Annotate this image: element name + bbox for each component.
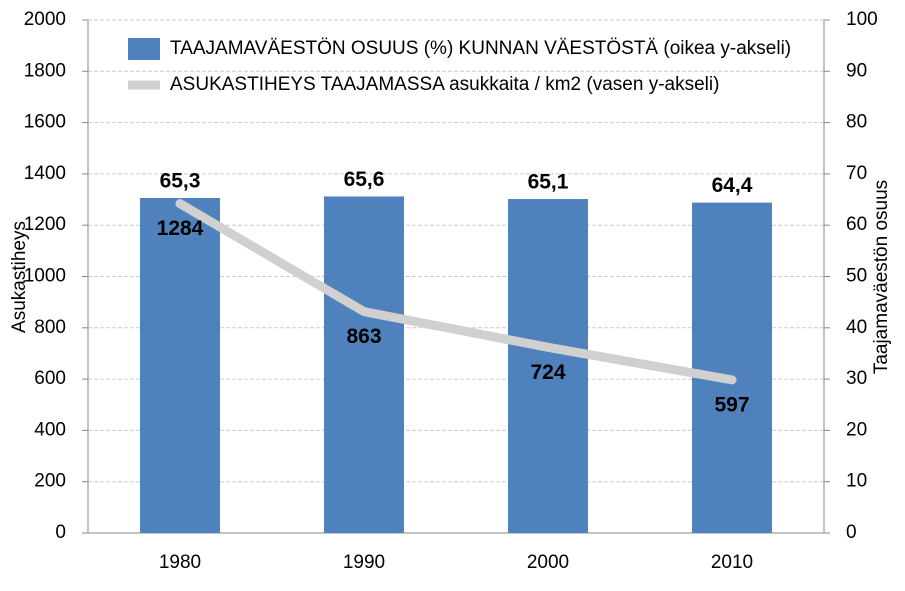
- x-tick-label: 2000: [527, 552, 569, 573]
- line-value-label: 1284: [157, 217, 204, 240]
- y2-tick-label: 100: [846, 9, 878, 30]
- x-tick-label: 1990: [343, 552, 385, 573]
- line: [175, 199, 737, 385]
- legend-swatch: [128, 38, 160, 60]
- y2-tick-label: 80: [846, 112, 867, 133]
- y2-tick-label: 70: [846, 163, 867, 184]
- bar: [324, 196, 404, 534]
- y-tick-label: 1200: [24, 214, 66, 235]
- y2-tick-label: 60: [846, 214, 867, 235]
- x-tick-label: 2010: [711, 552, 753, 573]
- legend-label: ASUKASTIHEYS TAAJAMASSA asukkaita / km2 …: [170, 74, 719, 95]
- legend-label: TAAJAMAVÄESTÖN OSUUS (%) KUNNAN VÄESTÖST…: [170, 38, 791, 59]
- bar-value-label: 64,4: [712, 174, 753, 197]
- y2-tick-label: 40: [846, 317, 867, 338]
- y2-tick-label: 10: [846, 471, 867, 492]
- y2-tick-label: 0: [846, 522, 857, 543]
- y-tick-label: 400: [34, 419, 66, 440]
- y2-tick-label: 50: [846, 266, 867, 287]
- y2-tick-label: 30: [846, 368, 867, 389]
- y-tick-label: 1800: [24, 60, 66, 81]
- y2-axis-title: Taajamaväestön osuus: [871, 180, 892, 374]
- y-tick-label: 200: [34, 471, 66, 492]
- y-tick-label: 1600: [24, 112, 66, 133]
- y-tick-label: 0: [55, 522, 66, 543]
- bar: [140, 198, 220, 534]
- bar-value-label: 65,6: [344, 168, 385, 191]
- line-value-label: 597: [714, 393, 749, 416]
- y2-tick-label: 90: [846, 60, 867, 81]
- line-value-label: 863: [346, 325, 381, 348]
- y-tick-label: 1000: [24, 266, 66, 287]
- y-tick-label: 2000: [24, 9, 66, 30]
- bar-value-label: 65,3: [160, 170, 201, 193]
- y-tick-label: 800: [34, 317, 66, 338]
- y-tick-label: 1400: [24, 163, 66, 184]
- bar: [508, 199, 588, 534]
- line-value-label: 724: [530, 361, 565, 384]
- x-tick-label: 1980: [159, 552, 201, 573]
- y2-tick-label: 20: [846, 419, 867, 440]
- bar-value-label: 65,1: [528, 171, 569, 194]
- bar: [692, 202, 772, 534]
- y-axis-title: Asukastiheys: [9, 221, 30, 333]
- y-tick-label: 600: [34, 368, 66, 389]
